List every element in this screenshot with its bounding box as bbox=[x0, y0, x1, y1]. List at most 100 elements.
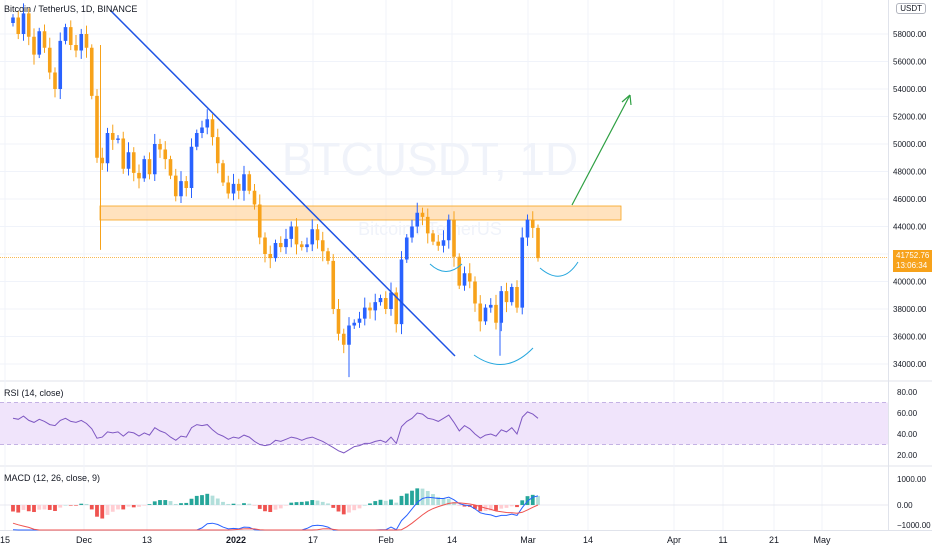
candle[interactable] bbox=[200, 120, 204, 139]
candle[interactable] bbox=[389, 282, 393, 316]
candle[interactable] bbox=[152, 133, 157, 181]
candle[interactable] bbox=[525, 214, 530, 246]
candle[interactable] bbox=[131, 147, 136, 182]
candle[interactable] bbox=[168, 155, 173, 180]
candle[interactable] bbox=[215, 128, 220, 174]
candle[interactable] bbox=[47, 37, 52, 80]
candle[interactable] bbox=[205, 109, 210, 135]
candle[interactable] bbox=[362, 297, 367, 326]
rsi-pane[interactable] bbox=[0, 402, 888, 454]
candle[interactable] bbox=[441, 230, 446, 253]
candle[interactable] bbox=[163, 141, 168, 170]
candle[interactable] bbox=[226, 175, 231, 199]
candle[interactable] bbox=[26, 8, 31, 46]
candle[interactable] bbox=[189, 138, 194, 199]
candle[interactable] bbox=[184, 176, 189, 197]
candle[interactable] bbox=[236, 178, 241, 200]
candle[interactable] bbox=[273, 239, 278, 262]
candle[interactable] bbox=[352, 319, 357, 329]
candle[interactable] bbox=[89, 44, 94, 100]
candle[interactable] bbox=[42, 24, 47, 53]
time-axis[interactable]: 15 Dec 13 2022 17 Feb 14 Mar 14 Apr 11 21 May bbox=[0, 535, 831, 545]
candle[interactable] bbox=[457, 253, 462, 290]
candle[interactable] bbox=[210, 114, 215, 146]
candle[interactable] bbox=[357, 311, 362, 328]
candle[interactable] bbox=[305, 237, 309, 253]
candle[interactable] bbox=[68, 20, 73, 51]
candle[interactable] bbox=[121, 131, 126, 174]
candle[interactable] bbox=[242, 165, 246, 201]
candle[interactable] bbox=[483, 304, 488, 325]
candle[interactable] bbox=[257, 194, 262, 245]
candle[interactable] bbox=[488, 298, 493, 313]
candle[interactable] bbox=[252, 184, 257, 210]
candle[interactable] bbox=[536, 224, 540, 262]
candle[interactable] bbox=[278, 236, 283, 253]
candle[interactable] bbox=[268, 245, 273, 269]
price-axis[interactable]: 34000.0036000.0038000.0040000.0042000.00… bbox=[893, 30, 931, 530]
candle[interactable] bbox=[100, 147, 105, 170]
candle[interactable] bbox=[284, 228, 288, 254]
candle[interactable] bbox=[473, 276, 477, 312]
candle[interactable] bbox=[331, 254, 336, 315]
candle[interactable] bbox=[383, 291, 388, 315]
candle[interactable] bbox=[74, 34, 78, 58]
candle[interactable] bbox=[16, 10, 21, 40]
candle[interactable] bbox=[368, 302, 372, 319]
candle[interactable] bbox=[147, 152, 152, 180]
candle[interactable] bbox=[425, 208, 430, 244]
candle[interactable] bbox=[431, 229, 435, 246]
candle[interactable] bbox=[137, 164, 141, 189]
candle[interactable] bbox=[158, 138, 162, 158]
candle[interactable] bbox=[263, 232, 267, 263]
candle[interactable] bbox=[179, 171, 183, 203]
candle[interactable] bbox=[462, 266, 467, 291]
macd-pane[interactable] bbox=[0, 488, 888, 531]
candle[interactable] bbox=[504, 282, 509, 313]
candle[interactable] bbox=[336, 298, 341, 341]
candle[interactable] bbox=[95, 89, 99, 163]
candle[interactable] bbox=[452, 211, 456, 267]
candle[interactable] bbox=[410, 219, 414, 243]
candle[interactable] bbox=[446, 214, 451, 249]
candle[interactable] bbox=[231, 173, 236, 201]
candle[interactable] bbox=[84, 25, 89, 58]
candle[interactable] bbox=[53, 67, 57, 98]
price-series[interactable] bbox=[11, 3, 540, 378]
candle[interactable] bbox=[499, 286, 504, 332]
candle[interactable] bbox=[373, 293, 378, 321]
candle[interactable] bbox=[142, 155, 147, 182]
candle[interactable] bbox=[21, 3, 26, 41]
candle[interactable] bbox=[58, 32, 63, 100]
candle[interactable] bbox=[11, 14, 15, 27]
candle[interactable] bbox=[326, 247, 330, 265]
candle[interactable] bbox=[79, 28, 84, 59]
candle[interactable] bbox=[520, 227, 525, 315]
candle[interactable] bbox=[436, 234, 441, 251]
candle[interactable] bbox=[294, 218, 299, 255]
candle[interactable] bbox=[515, 280, 519, 313]
candle[interactable] bbox=[315, 224, 320, 249]
candle[interactable] bbox=[530, 211, 535, 238]
currency-badge[interactable]: USDT bbox=[896, 3, 926, 14]
candle[interactable] bbox=[467, 263, 472, 289]
candle[interactable] bbox=[173, 168, 178, 202]
candle[interactable] bbox=[399, 251, 404, 335]
candle[interactable] bbox=[247, 170, 252, 195]
candle[interactable] bbox=[126, 142, 131, 176]
candle[interactable] bbox=[420, 207, 425, 226]
candle[interactable] bbox=[221, 159, 225, 186]
candle[interactable] bbox=[341, 328, 346, 354]
candle[interactable] bbox=[310, 219, 315, 252]
candle[interactable] bbox=[509, 283, 514, 306]
candle[interactable] bbox=[320, 231, 325, 262]
candle[interactable] bbox=[415, 202, 420, 234]
candle[interactable] bbox=[110, 124, 115, 150]
candle[interactable] bbox=[378, 294, 383, 306]
candle[interactable] bbox=[194, 129, 199, 151]
candle[interactable] bbox=[32, 28, 36, 65]
candle[interactable] bbox=[116, 135, 120, 144]
candle[interactable] bbox=[37, 27, 42, 59]
